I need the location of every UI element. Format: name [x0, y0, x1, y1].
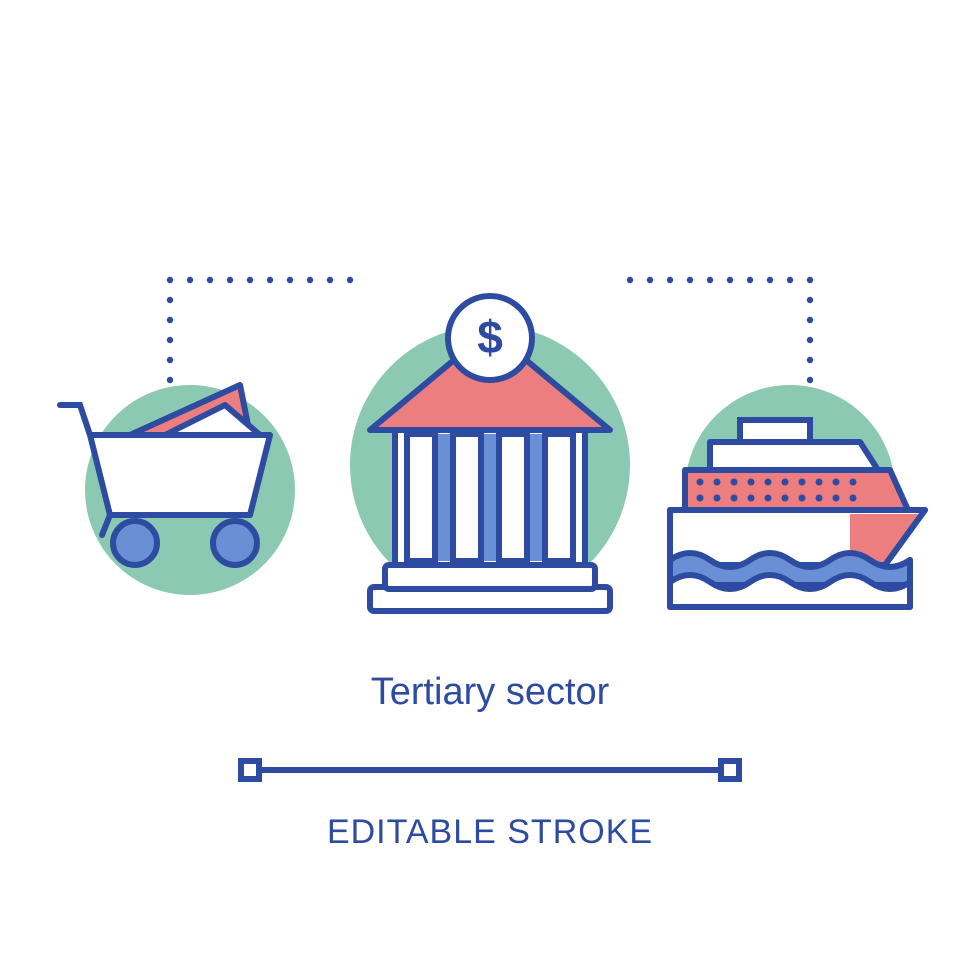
svg-text:$: $ [477, 311, 503, 363]
subtitle-label: EDITABLE STROKE [0, 813, 980, 852]
title-label: Tertiary sector [0, 671, 980, 714]
cruise-ship-icon [670, 420, 925, 607]
bank-dollar-icon: $ [370, 296, 610, 611]
